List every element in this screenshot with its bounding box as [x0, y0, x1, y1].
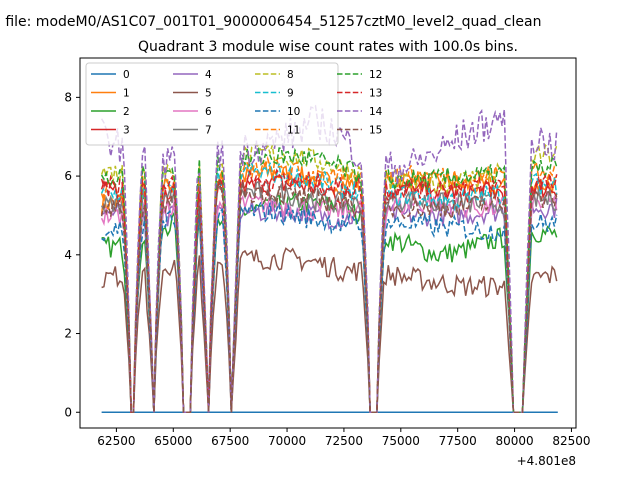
legend-label: 14	[369, 106, 383, 118]
series-lines	[100, 104, 558, 414]
legend-frame	[85, 62, 339, 146]
series-line-10	[101, 200, 558, 414]
x-axis: 62500 65000 67500 70000 72500 75000 77500 80000…	[97, 428, 591, 448]
legend-label: 1	[123, 88, 130, 100]
legend-label: 4	[205, 69, 212, 81]
y-tick-label: 6	[64, 169, 72, 183]
y-axis: 0 2 4 6 8	[64, 90, 80, 419]
legend-label: 6	[205, 106, 212, 118]
chart-title: Quadrant 3 module wise count rates with …	[138, 39, 518, 55]
x-tick-label: 65000	[154, 434, 192, 448]
legend-label: 15	[369, 125, 382, 137]
x-tick-label: 80000	[495, 434, 533, 448]
figure-suptitle: n file: modeM0/AS1C07_001T01_9000006454_…	[0, 14, 541, 30]
x-tick-label: 72500	[325, 434, 363, 448]
legend-label: 13	[369, 88, 382, 100]
legend-label: 12	[369, 69, 382, 81]
y-tick-label: 4	[64, 248, 72, 262]
plot-frame	[79, 57, 577, 429]
y-tick-label: 2	[64, 327, 72, 341]
y-tick-label: 8	[64, 90, 72, 104]
series-line-8	[100, 142, 558, 414]
x-offset-label: +4.801e8	[517, 454, 576, 468]
legend-label: 11	[287, 125, 300, 137]
series-line-15	[100, 180, 558, 414]
legend-label: 5	[205, 88, 212, 100]
x-tick-label: 75000	[382, 434, 420, 448]
legend-label: 0	[123, 69, 130, 81]
y-tick-label: 0	[64, 405, 72, 419]
series-line-5	[101, 247, 558, 414]
legend-label: 10	[287, 106, 300, 118]
legend-label: 2	[123, 106, 130, 118]
legend-label: 9	[287, 88, 294, 100]
x-tick-label: 67500	[211, 434, 249, 448]
x-tick-label: 77500	[439, 434, 477, 448]
legend-label: 8	[287, 69, 294, 81]
x-tick-label: 70000	[268, 434, 306, 448]
legend-label: 7	[205, 125, 212, 137]
legend-label: 3	[123, 125, 130, 137]
x-tick-label: 82500	[552, 434, 590, 448]
x-tick-label: 62500	[97, 434, 135, 448]
